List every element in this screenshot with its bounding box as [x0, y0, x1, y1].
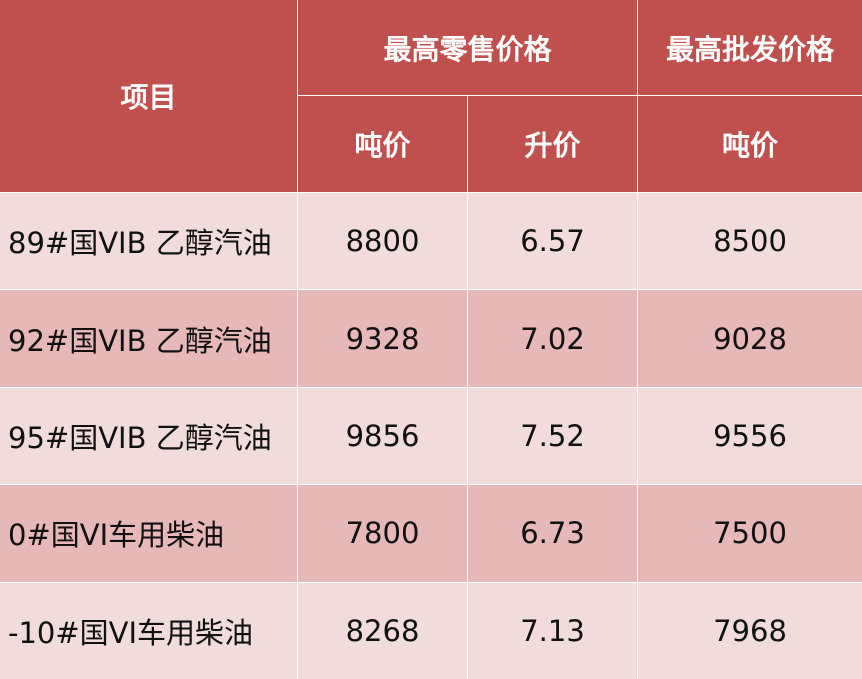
price-cell: 8800	[298, 193, 467, 290]
header-cell: 最高批发价格	[638, 0, 862, 95]
header-cell: 升价	[468, 96, 637, 192]
header-cell: 吨价	[638, 96, 862, 192]
row-label: 0#国VI车用柴油	[0, 485, 297, 582]
price-cell: 7.02	[468, 290, 637, 387]
price-cell: 6.73	[468, 485, 637, 582]
row-label: 95#国VIB 乙醇汽油	[0, 387, 297, 485]
row-label: -10#国VI车用柴油	[0, 582, 297, 679]
price-cell: 6.57	[468, 193, 637, 290]
header-cell: 吨价	[298, 96, 467, 192]
price-cell: 7500	[638, 485, 862, 582]
row-label: 89#国VIB 乙醇汽油	[0, 193, 297, 290]
price-cell: 8268	[298, 582, 467, 679]
price-cell: 9856	[298, 387, 467, 485]
price-cell: 7800	[298, 485, 467, 582]
price-cell: 9028	[638, 290, 862, 387]
price-cell: 9556	[638, 387, 862, 485]
price-cell: 7.13	[468, 582, 637, 679]
row-label: 92#国VIB 乙醇汽油	[0, 290, 297, 387]
price-cell: 8500	[638, 193, 862, 290]
header-cell: 项目	[0, 0, 297, 192]
header-cell: 最高零售价格	[298, 0, 637, 95]
price-cell: 7.52	[468, 387, 637, 485]
price-cell: 7968	[638, 582, 862, 679]
price-cell: 9328	[298, 290, 467, 387]
